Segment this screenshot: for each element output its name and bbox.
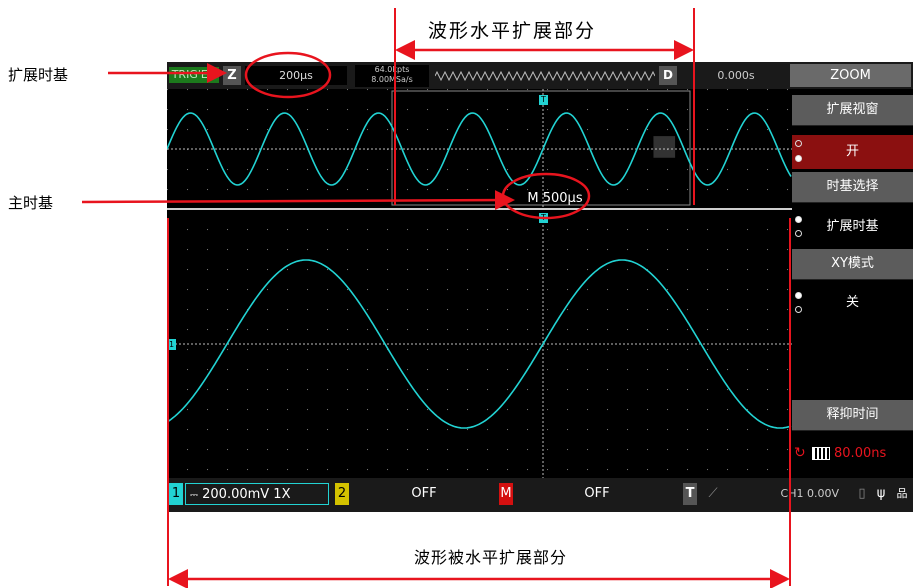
radio-on-icon — [795, 155, 802, 162]
annotation-top-label: 波形水平扩展部分 — [428, 20, 597, 42]
delay-indicator: D — [659, 66, 677, 85]
trigger-info[interactable]: CH1 0.00V — [780, 487, 839, 500]
menu-title-zoom: ZOOM — [790, 64, 911, 87]
radio-off-icon — [795, 140, 802, 147]
ch2-status[interactable]: OFF — [411, 486, 437, 501]
usb-icon: ψ — [876, 486, 886, 501]
annotation-expanded-timebase: 扩展时基 — [8, 66, 69, 84]
menu-xy-mode-value[interactable]: 关 — [792, 286, 913, 320]
keypad-icon — [811, 447, 830, 460]
radio-on-icon — [795, 216, 802, 223]
menu-timebase-select[interactable]: 时基选择 — [792, 172, 913, 203]
zoom-indicator: Z — [223, 66, 241, 85]
status-bar: TRIG'ED Z 200μs 64.0kpts 8.00MSa/s D 0.0… — [167, 62, 913, 89]
main-timebase-value: M 500μs — [527, 191, 583, 206]
annotation-main-timebase: 主时基 — [8, 194, 54, 212]
menu-holdoff-value[interactable]: ↻ 80.00ns — [792, 438, 913, 468]
acquisition-info: 64.0kpts 8.00MSa/s — [355, 65, 429, 87]
radio-off-icon — [795, 230, 802, 237]
ch1-level-marker[interactable]: 1 — [167, 339, 176, 350]
sample-rate: 8.00MSa/s — [371, 75, 413, 84]
ch2-number[interactable]: 2 — [335, 483, 349, 505]
radio-off-icon — [795, 306, 802, 313]
circle-expanded-timebase — [244, 51, 332, 99]
menu-expand-window-value[interactable]: 开 — [792, 135, 913, 169]
zoom-timebase-value[interactable]: 200μs — [245, 66, 347, 85]
annotation-bottom-label: 波形被水平扩展部分 — [414, 548, 568, 567]
dc-coupling-icon: ⎓ — [190, 490, 198, 501]
math-status[interactable]: OFF — [584, 486, 610, 501]
menu-holdoff[interactable]: 释抑时间 — [792, 400, 913, 431]
radio-on-icon — [795, 292, 802, 299]
expand-window-value-label: 开 — [845, 144, 859, 159]
rising-edge-icon: ⟋ — [708, 486, 718, 501]
timebase-select-value-label: 扩展时基 — [826, 219, 879, 234]
main-waveform-trace — [167, 259, 792, 429]
holdoff-value-label: 80.00ns — [834, 446, 887, 461]
trigger-label[interactable]: T — [683, 483, 697, 505]
menu-xy-mode[interactable]: XY模式 — [792, 249, 913, 280]
lock-icon: ▯ — [858, 486, 866, 501]
waveform-display — [167, 89, 792, 478]
zoom-window-frame — [391, 90, 691, 206]
knob-icon: ↻ — [794, 445, 806, 461]
oscilloscope-screen: TRIG'ED Z 200μs 64.0kpts 8.00MSa/s D 0.0… — [167, 62, 913, 512]
xy-mode-value-label: 关 — [845, 295, 859, 310]
arrow-main-timebase — [81, 190, 515, 211]
menu-timebase-select-value[interactable]: 扩展时基 — [792, 210, 913, 244]
circle-main-timebase — [501, 172, 591, 220]
memory-overview-icon — [435, 70, 655, 82]
trigger-position-value[interactable]: 0.000s — [717, 69, 755, 82]
menu-expand-window[interactable]: 扩展视窗 — [792, 95, 913, 126]
zoom-trigger-marker: T — [539, 95, 548, 105]
trigger-status-badge: TRIG'ED — [169, 67, 219, 83]
zoom-waveform-trace — [167, 112, 792, 186]
network-icon: 品 — [896, 487, 908, 500]
ch1-scale-label: 200.00mV 1X — [202, 487, 291, 502]
memory-depth: 64.0kpts — [374, 65, 410, 74]
math-label[interactable]: M — [499, 483, 513, 505]
channel-bar: 1 ⎓ 200.00mV 1X 2 OFF M OFF T ⟋ CH1 0.00… — [167, 478, 913, 512]
ch1-scale[interactable]: ⎓ 200.00mV 1X — [185, 483, 329, 505]
ch1-number[interactable]: 1 — [169, 483, 183, 505]
